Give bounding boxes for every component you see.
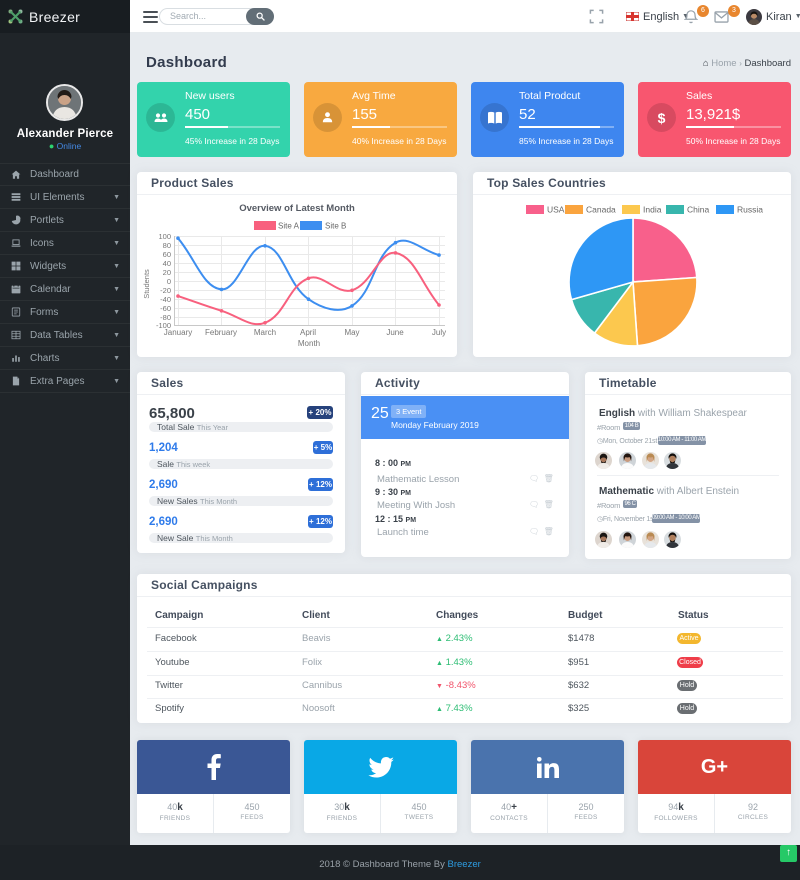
svg-text:April: April: [300, 328, 316, 337]
svg-text:May: May: [344, 328, 359, 337]
svg-text:Overview of Latest Month: Overview of Latest Month: [239, 203, 355, 214]
svg-text:60: 60: [163, 250, 171, 259]
svg-text:-40: -40: [160, 295, 171, 304]
svg-text:June: June: [386, 328, 404, 337]
svg-text:Site B: Site B: [325, 222, 346, 231]
svg-text:20: 20: [163, 268, 171, 277]
svg-text:Russia: Russia: [737, 205, 763, 215]
svg-text:February: February: [205, 328, 237, 337]
svg-text:-100: -100: [156, 321, 171, 330]
svg-text:80: 80: [163, 241, 171, 250]
svg-text:0: 0: [167, 277, 171, 286]
svg-text:March: March: [254, 328, 276, 337]
svg-text:Site A: Site A: [278, 222, 300, 231]
svg-text:100: 100: [158, 232, 171, 241]
svg-text:China: China: [687, 205, 709, 215]
svg-text:Canada: Canada: [586, 205, 616, 215]
svg-text:40: 40: [163, 259, 171, 268]
svg-text:July: July: [432, 328, 446, 337]
svg-text:USA: USA: [547, 205, 565, 215]
svg-text:January: January: [164, 328, 192, 337]
svg-text:-80: -80: [160, 313, 171, 322]
svg-text:-60: -60: [160, 304, 171, 313]
svg-text:-20: -20: [160, 286, 171, 295]
svg-text:Students: Students: [142, 269, 151, 299]
svg-text:India: India: [643, 205, 662, 215]
svg-text:Month: Month: [298, 339, 320, 348]
